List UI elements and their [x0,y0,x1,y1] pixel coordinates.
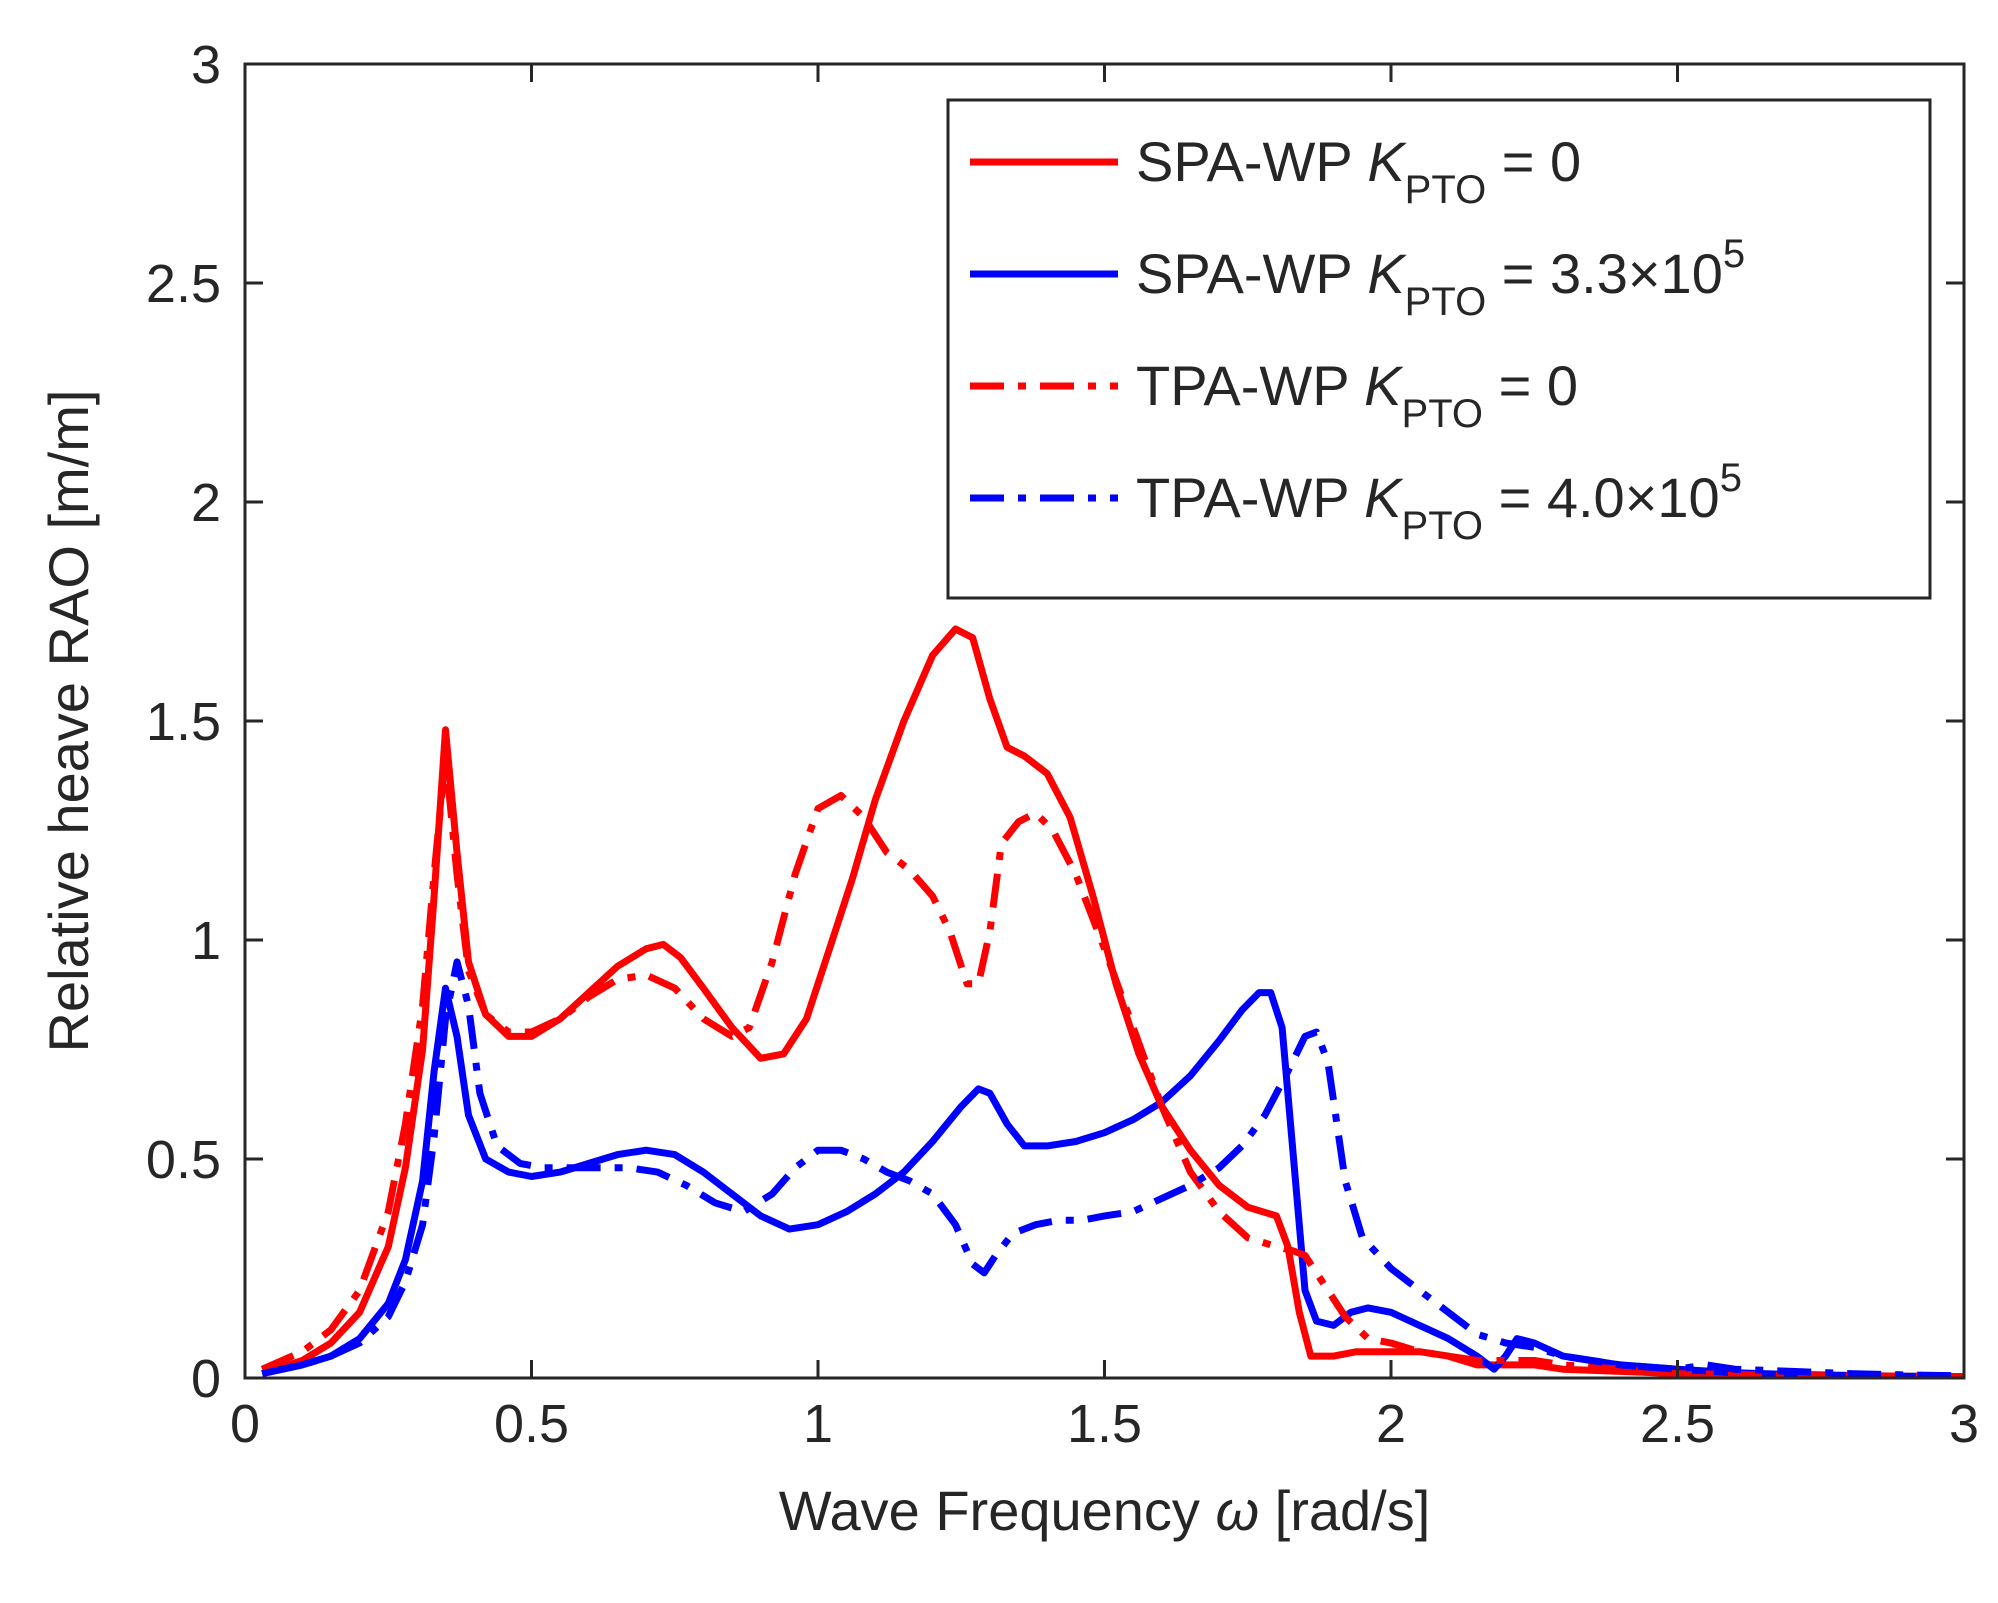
y-tick-label: 0 [191,1349,221,1409]
y-tick-label: 1 [191,911,221,971]
legend-box [946,98,1932,600]
legend-label-3: TPA-WP KPTO = 0 [1136,354,1578,436]
legend-label-4: TPA-WP KPTO = 4.0×105 [1136,456,1742,548]
y-tick-label: 1.5 [146,692,221,752]
legend-label-2: SPA-WP KPTO = 3.3×105 [1136,232,1745,324]
y-tick-label: 3 [191,35,221,95]
series-line-4 [261,958,1964,1378]
y-tick-label: 0.5 [146,1130,221,1190]
x-tick-label: 2.5 [1640,1394,1715,1454]
legend-label-1: SPA-WP KPTO = 0 [1136,130,1581,212]
y-axis-label: Relative heave RAO [m/m] [37,390,100,1053]
x-tick-label: 1 [803,1394,833,1454]
x-tick-label: 0 [230,1394,260,1454]
y-tick-label: 2.5 [146,254,221,314]
axes: 0 0.5 1 1.5 2 2.5 3 0 0.5 1 1.5 2 2.5 3 Wave Frequency… [37,35,1979,1542]
x-tick-label: 0.5 [494,1394,569,1454]
x-tick-label: 2 [1376,1394,1406,1454]
y-tick-label: 2 [191,473,221,533]
series-line-3 [260,752,1964,1378]
series-line-2 [261,984,1964,1378]
x-tick-label: 3 [1949,1394,1979,1454]
plot-area [260,625,1964,1378]
legend: SPA-WP KPTO = 0 SPA-WP KPTO = 3.3×105 TPA-… [946,98,1932,600]
x-axis-label: Wave Frequency ω [rad/s] [779,1479,1431,1542]
x-tick-label: 1.5 [1067,1394,1142,1454]
